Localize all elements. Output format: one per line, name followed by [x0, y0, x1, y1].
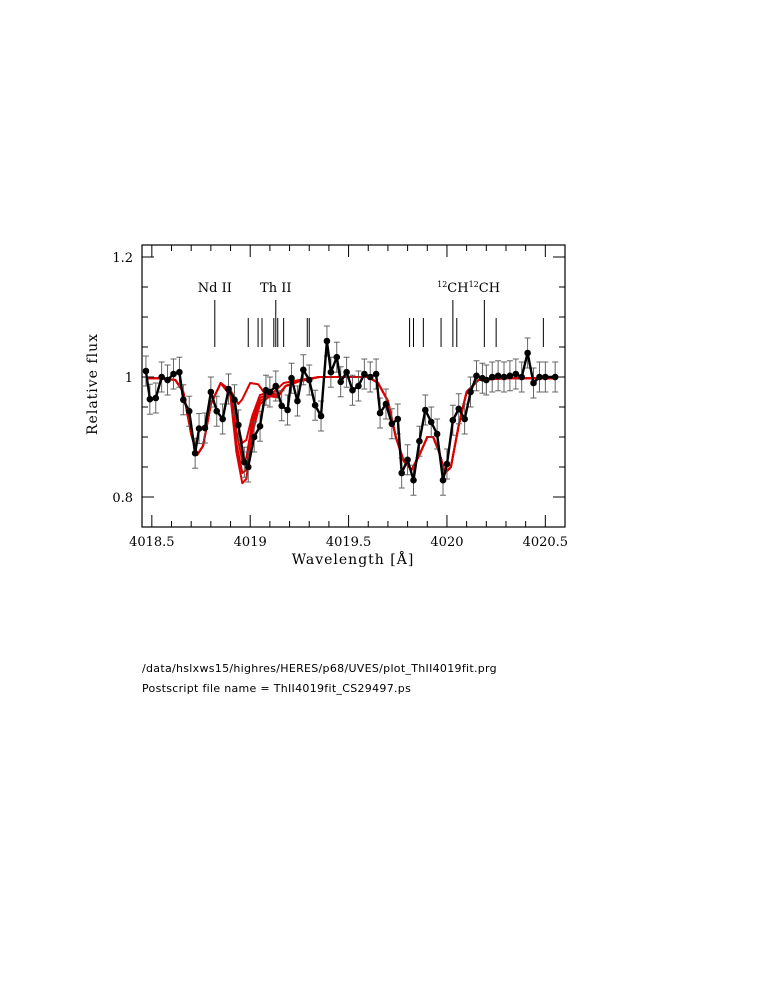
data-point: [361, 370, 368, 378]
data-point: [256, 422, 264, 430]
data-point: [152, 394, 160, 402]
data-point: [284, 406, 291, 414]
data-point: [500, 373, 508, 381]
data-point: [294, 397, 301, 405]
data-point: [333, 353, 341, 361]
data-point: [300, 366, 307, 374]
error-bars: [142, 325, 559, 496]
data-point: [536, 373, 543, 381]
data-point: [355, 382, 362, 390]
data-point: [317, 412, 325, 420]
data-point: [467, 388, 474, 396]
data-point: [207, 388, 215, 396]
data-point: [439, 476, 447, 484]
data-point: [461, 415, 468, 423]
data-point: [376, 409, 384, 417]
data-point: [231, 396, 238, 404]
plot-frame: [141, 244, 566, 528]
data-point: [225, 385, 232, 393]
data-point: [488, 373, 496, 381]
data-point: [219, 415, 226, 423]
data-point: [201, 424, 209, 432]
data-point: [433, 430, 441, 438]
data-point: [311, 401, 319, 409]
data-point: [164, 376, 171, 384]
data-point: [422, 406, 429, 414]
data-point: [518, 373, 526, 381]
data-point: [473, 372, 480, 380]
data-point: [524, 349, 531, 357]
data-point: [506, 372, 514, 380]
data-point: [443, 460, 451, 468]
data-point: [250, 433, 258, 441]
x-tick-label: 4019: [234, 535, 267, 550]
data-point: [185, 407, 193, 415]
data-point: [244, 463, 252, 471]
data-point: [146, 395, 154, 403]
data-point: [213, 407, 221, 415]
y-tick-label: 1.2: [112, 251, 133, 266]
y-tick-label: 0.8: [112, 491, 133, 506]
x-axis-label: Wavelength [Å]: [292, 550, 415, 568]
data-point: [427, 418, 435, 426]
data-point: [394, 415, 402, 423]
data-point: [241, 458, 248, 466]
data-point: [416, 437, 423, 445]
data-point: [349, 386, 356, 394]
data-point: [272, 382, 280, 390]
data-point: [266, 388, 274, 396]
data-point: [530, 379, 537, 387]
data-point: [512, 370, 520, 378]
data-point: [195, 425, 203, 432]
data-point: [337, 378, 345, 386]
data-point: [372, 370, 380, 378]
data-point: [398, 469, 406, 477]
data-point: [404, 456, 411, 464]
data-point: [327, 368, 335, 376]
data-point: [323, 337, 331, 345]
data-point: [278, 402, 285, 410]
postscript-name-caption: Postscript file name = ThII4019fit_CS294…: [142, 682, 412, 695]
data-point: [388, 420, 396, 428]
data-point: [382, 400, 390, 408]
data-point: [494, 372, 502, 380]
data-point: [483, 376, 490, 384]
data-point: [305, 376, 313, 384]
data-point: [235, 421, 242, 429]
line-labels: Nd II Th II 12CH 12CH: [198, 280, 500, 296]
x-tick-label: 4020.5: [523, 535, 569, 550]
line-label: Nd II: [198, 281, 232, 296]
data-point: [180, 396, 187, 404]
data-point: [410, 476, 417, 484]
line-label: Th II: [260, 281, 291, 296]
x-tick-label: 4018.5: [129, 535, 175, 550]
data-point: [191, 449, 199, 457]
y-tick-label: 1: [125, 371, 133, 386]
data-point: [455, 405, 463, 413]
data-point: [449, 416, 457, 424]
data-point: [288, 374, 295, 382]
y-axis-label: Relative flux: [85, 333, 101, 435]
data-point: [176, 368, 183, 376]
data-point: [170, 370, 177, 378]
x-tick-label: 4019.5: [326, 535, 372, 550]
line-markers: [214, 300, 544, 347]
data-point: [343, 368, 350, 376]
line-label: 12CH: [437, 280, 468, 296]
program-path-caption: /data/hslxws15/highres/HERES/p68/UVES/pl…: [142, 662, 497, 675]
line-label: 12CH: [469, 280, 500, 296]
observed-spectrum: [142, 337, 559, 484]
data-point: [366, 373, 374, 381]
x-tick-label: 4020: [430, 535, 463, 550]
data-point: [142, 367, 150, 375]
axes: 4018.5 4019 4019.5 4020 4020.5 0.8 1 1.2: [112, 244, 569, 550]
data-point: [542, 373, 549, 381]
data-point: [158, 373, 165, 381]
